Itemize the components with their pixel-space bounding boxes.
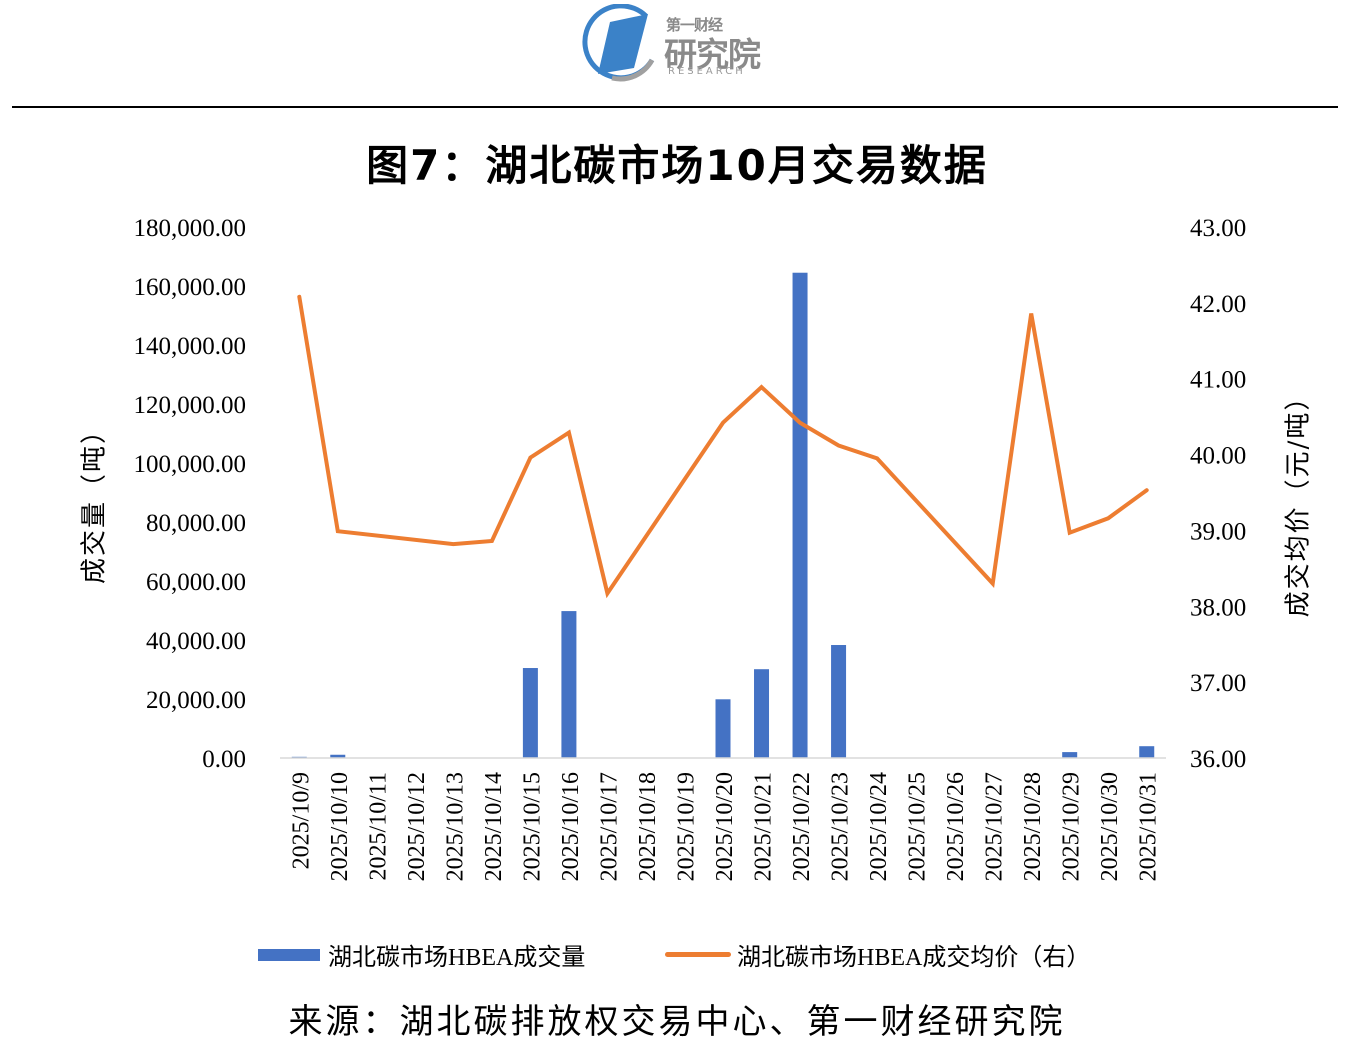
x-axis-tick-label: 2025/10/28	[1020, 772, 1046, 881]
x-axis-tick-label: 2025/10/11	[365, 772, 391, 880]
x-axis-tick-label: 2025/10/16	[558, 772, 584, 881]
right-axis-tick-label: 37.00	[1190, 670, 1246, 697]
x-axis-tick-label: 2025/10/13	[442, 772, 468, 881]
legend-item-price: 湖北碳市场HBEA成交均价（右）	[665, 937, 1090, 972]
legend-label-volume: 湖北碳市场HBEA成交量	[328, 945, 586, 971]
left-axis-tick-label: 180,000.00	[134, 215, 247, 242]
x-axis-tick-label: 2025/10/24	[866, 772, 892, 881]
legend-label-price: 湖北碳市场HBEA成交均价（右）	[737, 945, 1091, 971]
header-divider	[12, 106, 1338, 108]
x-axis-tick-label: 2025/10/15	[519, 772, 545, 881]
x-axis-tick-label: 2025/10/21	[751, 772, 777, 881]
left-axis-tick-label: 60,000.00	[146, 569, 246, 596]
volume-bar	[561, 611, 577, 758]
left-axis-tick-label: 100,000.00	[134, 451, 247, 478]
logo-line3: RESEARCH	[668, 66, 746, 77]
right-axis-tick-label: 42.00	[1190, 291, 1246, 318]
legend-item-volume: 湖北碳市场HBEA成交量	[258, 937, 585, 972]
volume-bar	[754, 669, 770, 758]
right-axis-tick-label: 39.00	[1190, 518, 1246, 545]
x-axis-tick-label: 2025/10/17	[596, 772, 622, 881]
research-institute-logo-icon	[582, 3, 655, 82]
x-axis-tick-label: 2025/10/22	[789, 772, 815, 881]
x-axis-tick-label: 2025/10/20	[712, 772, 738, 881]
right-axis-tick-label: 41.00	[1190, 367, 1246, 394]
x-axis-tick-label: 2025/10/23	[828, 772, 854, 881]
x-axis-tick-label: 2025/10/12	[404, 772, 430, 881]
volume-bar	[715, 699, 731, 758]
right-axis-title: 成交均价（元/吨）	[1283, 382, 1314, 618]
volume-bar	[330, 754, 346, 758]
volume-bar	[831, 645, 847, 758]
left-axis-tick-label: 80,000.00	[146, 510, 246, 537]
left-axis-tick-label: 160,000.00	[134, 274, 247, 301]
chart-legend: 湖北碳市场HBEA成交量 湖北碳市场HBEA成交均价（右）	[0, 937, 1354, 971]
left-axis-tick-label: 140,000.00	[134, 333, 247, 360]
x-axis-tick-label: 2025/10/9	[288, 772, 314, 869]
right-axis-tick-label: 40.00	[1190, 443, 1246, 470]
left-axis-tick-label: 0.00	[202, 746, 246, 773]
source-note: 来源：湖北碳排放权交易中心、第一财经研究院	[288, 1002, 1066, 1042]
research-logo: 第一财经 研究院 RESEARCH	[582, 3, 772, 82]
x-axis-tick-label: 2025/10/26	[943, 772, 969, 881]
volume-bar	[1062, 752, 1078, 758]
x-axis-tick-label: 2025/10/30	[1097, 772, 1123, 881]
left-axis-tick-label: 120,000.00	[134, 392, 247, 419]
x-axis-tick-label: 2025/10/27	[982, 772, 1008, 881]
chart-title: 图7：湖北碳市场10月交易数据	[366, 141, 988, 190]
logo-line2: 研究院	[664, 35, 761, 74]
x-axis-tick-label: 2025/10/14	[481, 772, 507, 881]
volume-bar	[1139, 746, 1155, 758]
left-axis-tick-label: 20,000.00	[146, 687, 246, 714]
right-axis-tick-label: 38.00	[1190, 594, 1246, 621]
bar-swatch-icon	[258, 948, 320, 961]
price-line	[297, 294, 1149, 599]
volume-bar	[792, 272, 808, 758]
x-axis-tick-label: 2025/10/25	[905, 772, 931, 881]
left-axis-title: 成交量（吨）	[79, 415, 110, 585]
x-axis-tick-label: 2025/10/31	[1136, 772, 1162, 881]
right-axis-tick-label: 36.00	[1190, 746, 1246, 773]
volume-bar	[522, 668, 538, 758]
x-axis-tick-label: 2025/10/29	[1059, 772, 1085, 881]
chart-plot: 180,000.00 160,000.00 140,000.00 120,000.00…	[134, 215, 1247, 881]
left-axis-tick-label: 40,000.00	[146, 628, 246, 655]
line-swatch-icon	[665, 952, 731, 957]
x-axis-tick-label: 2025/10/18	[635, 772, 661, 881]
right-axis-tick-label: 43.00	[1190, 215, 1246, 242]
x-axis-tick-label: 2025/10/10	[327, 772, 353, 881]
x-axis-tick-label: 2025/10/19	[673, 772, 699, 881]
logo-line1: 第一财经	[666, 16, 723, 34]
